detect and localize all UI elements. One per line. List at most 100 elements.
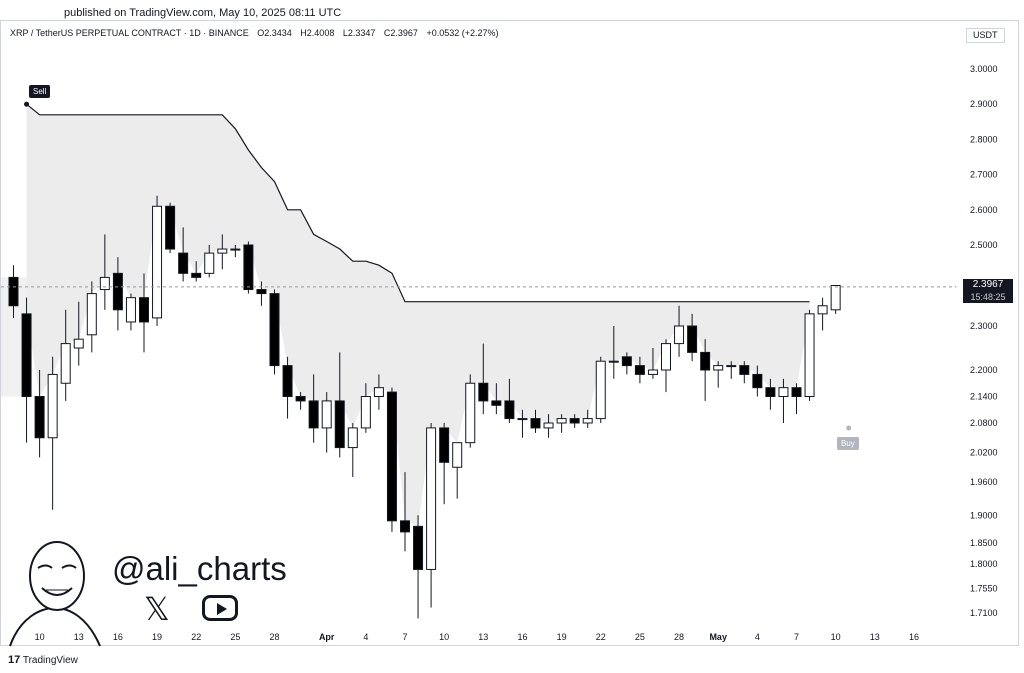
y-tick-label: 2.8000 [970, 134, 998, 144]
ohlc-low: L2.3347 [342, 28, 376, 38]
candle-down [386, 391, 397, 522]
candle-down [256, 289, 267, 295]
candle-down [439, 427, 450, 463]
candle-up [582, 418, 593, 424]
candle-up [73, 338, 84, 349]
x-tick-label: 16 [113, 632, 123, 642]
footer-brand: TradingView [22, 655, 78, 666]
candle-down [504, 400, 515, 420]
x-tick-label: 16 [909, 632, 919, 642]
x-tick-label: 4 [363, 632, 368, 642]
candle-down [8, 276, 19, 307]
candle-down [282, 365, 293, 398]
x-tick-label: 22 [191, 632, 201, 642]
currency-badge[interactable]: USDT [966, 28, 1005, 43]
candle-up [674, 325, 685, 345]
candle-up [86, 293, 97, 336]
y-tick-label: 2.0200 [970, 448, 998, 458]
x-tick-label: 25 [230, 632, 240, 642]
candle-down [165, 205, 176, 250]
candle-up [360, 396, 371, 429]
candle-up [647, 369, 658, 375]
author-handle: @ali_charts [112, 550, 287, 587]
candle-up [661, 343, 671, 371]
candle-down [700, 351, 711, 371]
candle-down [530, 418, 541, 429]
x-logo-icon[interactable]: 𝕏 [144, 591, 170, 627]
candle-up [726, 365, 737, 368]
symbol-title: XRP / TetherUS PERPETUAL CONTRACT · 1D ·… [10, 28, 249, 38]
last-price-tag: 2.3967 15:48:25 [963, 279, 1013, 303]
candle-down [739, 365, 750, 375]
candle-up [517, 418, 528, 421]
candle-up [47, 373, 58, 439]
candle-up [713, 365, 724, 371]
y-tick-label: 2.7000 [970, 170, 998, 180]
candle-down [569, 418, 580, 424]
candle-down [191, 272, 202, 278]
x-tick-label: 10 [831, 632, 841, 642]
youtube-play-icon[interactable] [202, 595, 238, 621]
y-tick-label: 2.6000 [970, 205, 998, 215]
candle-down [752, 373, 763, 389]
x-tick-label: Apr [319, 632, 335, 642]
x-tick-label: 13 [74, 632, 84, 642]
author-avatar [9, 541, 101, 647]
ohlc-open: O2.3434 [257, 28, 292, 38]
candle-down [334, 400, 345, 449]
candle-down [112, 272, 123, 311]
candle-up [204, 252, 215, 274]
candle-up [452, 442, 463, 468]
candle-up [556, 418, 567, 424]
ohlc-close: C2.3967 [383, 28, 418, 38]
sell-signal-dot [24, 101, 30, 107]
candle-up [465, 382, 476, 444]
x-tick-label: 7 [402, 632, 407, 642]
candle-up [347, 427, 358, 449]
tradingview-logo-icon: 17 [8, 654, 21, 666]
x-tick-label: 19 [557, 632, 567, 642]
y-tick-label: 2.9000 [970, 99, 998, 109]
chart-frame[interactable]: 3.0000 2.9000 2.8000 2.7000 2.6000 2.5000 2.30… [0, 20, 1019, 646]
y-tick-label: 1.7550 [970, 584, 998, 594]
x-tick-label: 28 [269, 632, 279, 642]
x-tick-label: 13 [870, 632, 880, 642]
price-change: +0.0532 (+2.27%) [426, 28, 499, 38]
candle-up [426, 427, 437, 570]
candle-up [373, 387, 384, 397]
candle-down [139, 297, 149, 323]
candle-down [491, 400, 502, 406]
x-tick-label: 7 [794, 632, 799, 642]
x-tick-label: May [709, 632, 727, 642]
candle-up [817, 305, 828, 315]
y-tick-label: 1.8000 [970, 559, 998, 569]
candle-down [621, 356, 632, 367]
candle-up [608, 360, 619, 363]
supertrend-line [26, 103, 810, 303]
candle-up [804, 313, 815, 398]
candle-down [243, 244, 254, 291]
x-tick-label: 10 [35, 632, 45, 642]
candle-down [687, 325, 698, 353]
candle-up [152, 205, 163, 319]
x-tick-label: 28 [674, 632, 684, 642]
candle-up [60, 343, 71, 384]
bar-countdown: 15:48:25 [970, 292, 1006, 302]
y-tick-label: 2.3000 [970, 321, 998, 331]
candle-up [595, 360, 606, 420]
candle-down [295, 396, 306, 402]
x-tick-label: 4 [755, 632, 760, 642]
candle-up [778, 387, 789, 397]
candlestick-chart[interactable]: 3.0000 2.9000 2.8000 2.7000 2.6000 2.5000 2.30… [1, 21, 1018, 645]
candle-down [413, 525, 424, 570]
candle-up [99, 276, 110, 291]
last-price-value: 2.3967 [972, 279, 1004, 290]
y-tick-label: 3.0000 [970, 64, 998, 74]
candle-down [21, 313, 32, 398]
candle-up [217, 248, 228, 254]
candle-up [125, 297, 136, 323]
buy-signal-label: Buy [837, 437, 859, 450]
tradingview-footer[interactable]: 17 TradingView [8, 654, 78, 666]
x-tick-label: 13 [478, 632, 488, 642]
y-tick-label: 2.1400 [970, 392, 998, 402]
